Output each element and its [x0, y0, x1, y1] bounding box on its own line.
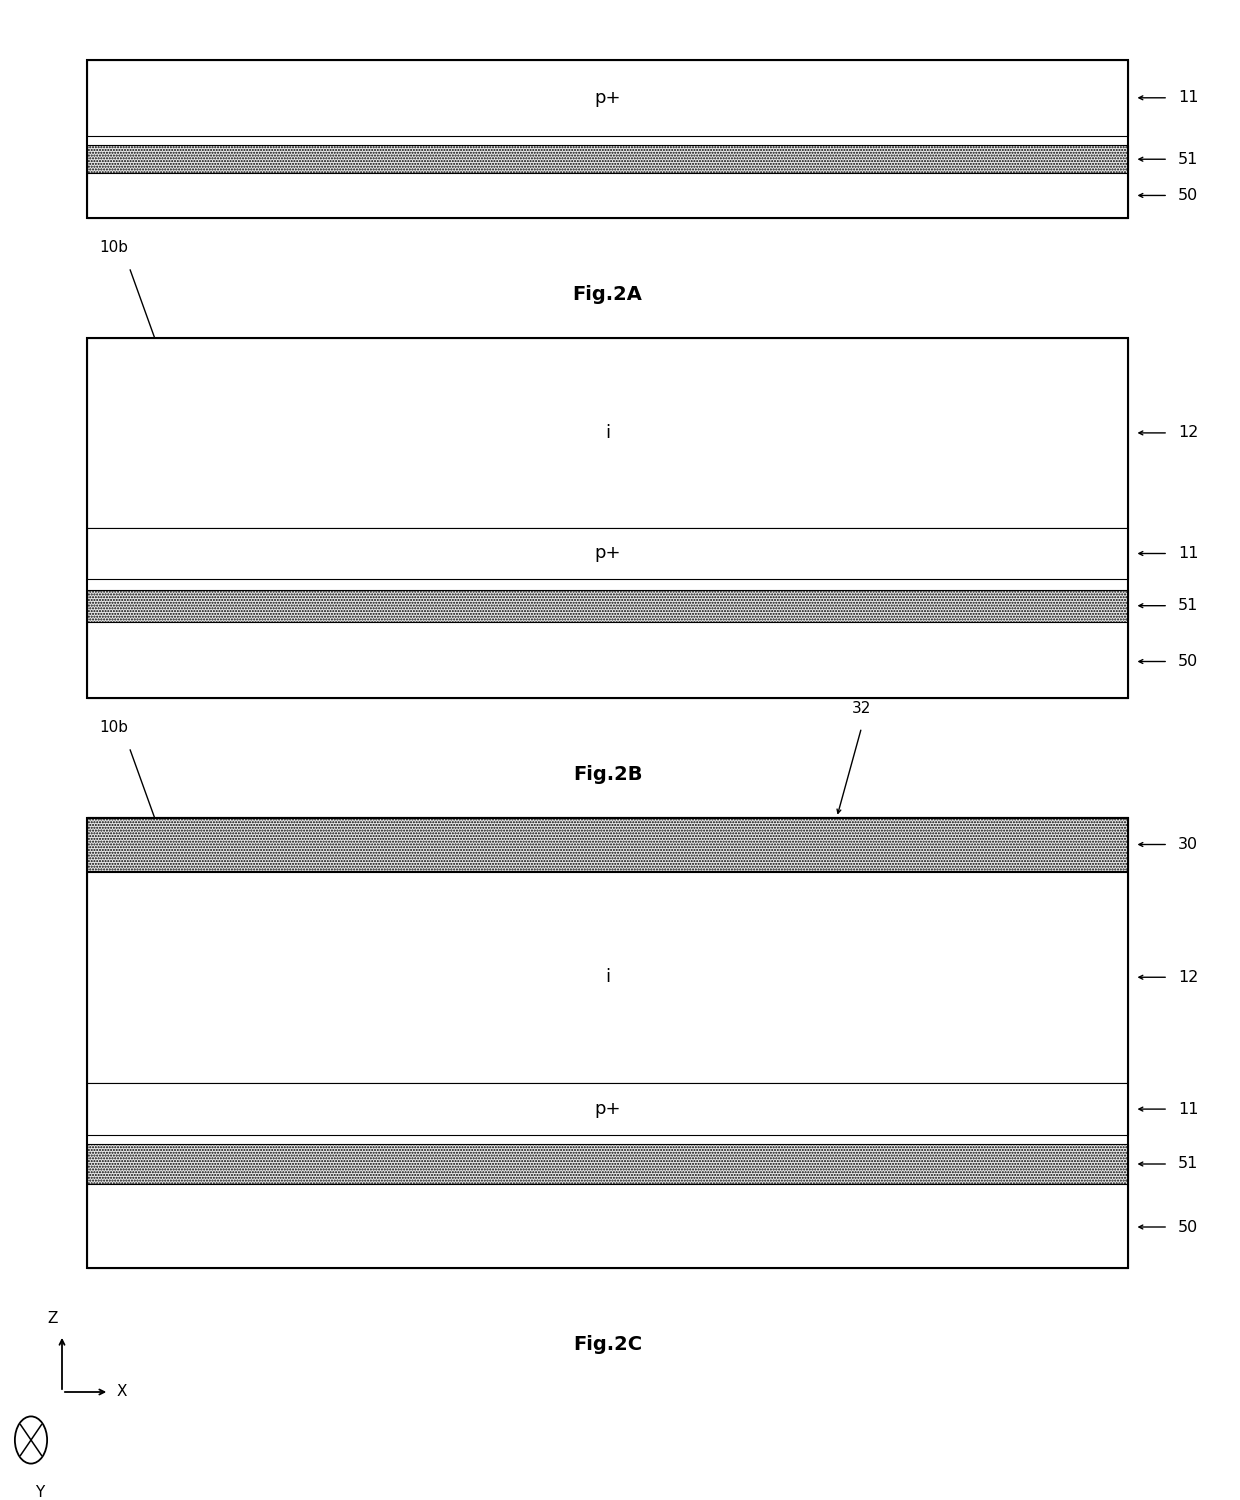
Text: X: X [117, 1384, 126, 1400]
Text: 10b: 10b [99, 240, 128, 255]
Bar [87, 338, 1128, 528]
Text: 11: 11 [1178, 546, 1199, 561]
Bar [87, 590, 1128, 622]
Text: Y: Y [35, 1485, 43, 1500]
Text: Fig.2A: Fig.2A [573, 285, 642, 304]
Text: i: i [605, 969, 610, 987]
Bar [87, 60, 1128, 135]
Text: 10b: 10b [99, 720, 128, 735]
Text: p+: p+ [594, 1100, 621, 1118]
Text: Fig.2C: Fig.2C [573, 1335, 642, 1354]
Ellipse shape [15, 1416, 47, 1464]
Text: 11: 11 [1178, 1101, 1199, 1116]
Text: 12: 12 [1178, 970, 1198, 986]
Bar [87, 146, 1128, 174]
Bar [87, 1143, 1128, 1185]
Text: 50: 50 [1178, 654, 1198, 669]
Bar [87, 871, 1128, 1083]
Text: 30: 30 [1178, 837, 1198, 852]
Text: 50: 50 [1178, 188, 1198, 202]
Text: i: i [605, 424, 610, 442]
Bar [87, 1185, 1128, 1268]
Bar [87, 818, 1128, 1268]
Text: 11: 11 [1178, 90, 1199, 105]
Text: 51: 51 [1178, 1156, 1198, 1172]
Bar [87, 528, 1128, 579]
Bar [87, 818, 1128, 872]
Text: 32: 32 [852, 700, 872, 715]
Text: 51: 51 [1178, 152, 1198, 166]
Bar [87, 60, 1128, 217]
Bar [87, 174, 1128, 217]
Bar [87, 622, 1128, 698]
Text: Z: Z [47, 1311, 57, 1326]
Text: 51: 51 [1178, 598, 1198, 613]
Text: 50: 50 [1178, 1220, 1198, 1234]
Text: 12: 12 [1178, 426, 1198, 441]
Bar [87, 338, 1128, 698]
Text: Fig.2B: Fig.2B [573, 765, 642, 784]
Text: p+: p+ [594, 544, 621, 562]
Text: p+: p+ [594, 88, 621, 106]
Bar [87, 1083, 1128, 1134]
